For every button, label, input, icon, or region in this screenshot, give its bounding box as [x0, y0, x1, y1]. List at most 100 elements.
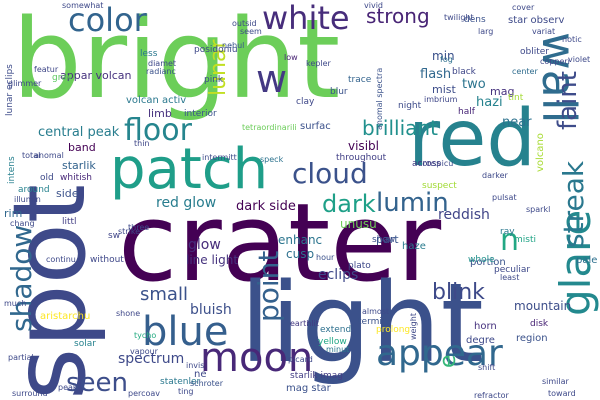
- word-w: w: [256, 57, 288, 101]
- word-n: n: [500, 223, 520, 258]
- word-moon: moon: [200, 335, 314, 381]
- word-without: without: [90, 255, 124, 265]
- word-picard: picard: [288, 355, 313, 364]
- word-refractor: refractor: [474, 391, 509, 400]
- word-strong: strong: [366, 4, 430, 28]
- word-mag-star: mag star: [286, 383, 331, 394]
- word-blur: blur: [330, 87, 348, 97]
- word-dark: dark: [322, 190, 376, 218]
- word-side: side: [56, 187, 79, 200]
- word-least: least: [500, 273, 520, 282]
- word-gray: gray: [52, 73, 73, 83]
- word-e: e: [436, 354, 461, 368]
- word-mountain: mountain: [514, 299, 572, 313]
- word-visibl: visibl: [348, 139, 379, 153]
- word-percoav: percoav: [128, 389, 161, 398]
- word-sw: sw: [108, 231, 121, 241]
- word-thin: thin: [134, 139, 150, 148]
- word-shone: shone: [116, 309, 141, 318]
- word-nebul: nebul: [222, 41, 245, 50]
- word-tint: tint: [508, 93, 524, 103]
- word-extend: extend: [320, 325, 352, 335]
- word-shift: shift: [478, 363, 496, 372]
- word-less: less: [140, 49, 158, 59]
- word-minut: minut: [326, 345, 350, 354]
- word-cusp: cusp: [286, 247, 315, 261]
- word-volcano: volcano: [535, 133, 546, 172]
- word-seem: seem: [240, 27, 262, 36]
- word-vapour: vapour: [130, 347, 158, 356]
- word-mag: mag: [490, 85, 515, 98]
- word-imbrium: imbrium: [424, 95, 458, 104]
- word-conspicu: conspicu: [418, 159, 454, 168]
- word-red: red: [408, 94, 536, 184]
- word-star-observ: star observ: [508, 15, 565, 26]
- word-chang: chang: [10, 219, 35, 228]
- word-whitish: whitish: [60, 173, 92, 183]
- word-much: much: [4, 299, 27, 308]
- word-reddish: reddish: [438, 207, 490, 223]
- word-degre: degre: [466, 335, 495, 346]
- word-plato: plato: [348, 261, 371, 271]
- word-eclips: eclips: [318, 267, 359, 283]
- word-patch: patch: [110, 137, 269, 202]
- word-speck: speck: [260, 155, 284, 164]
- word-statenler: statenler: [160, 377, 201, 387]
- word-illumin: illumin: [14, 195, 41, 204]
- word-streak: streak: [557, 160, 590, 248]
- word-whole: whole: [468, 255, 495, 265]
- word-ne: ne: [194, 369, 207, 380]
- word-half: half: [458, 107, 475, 117]
- word-surround: surround: [12, 389, 48, 398]
- word-lumin: lumin: [376, 188, 449, 218]
- word-bluish: bluish: [190, 302, 232, 318]
- word-invis: invis: [186, 361, 205, 370]
- word-pale: pale: [576, 255, 598, 266]
- word-fog: fog: [440, 55, 453, 64]
- word-vivid: vivid: [364, 1, 383, 10]
- word-throughout: throughout: [336, 153, 387, 163]
- word-darker: darker: [482, 171, 508, 180]
- word-night: night: [398, 101, 422, 111]
- word-center: center: [512, 67, 538, 76]
- word-dark-side: dark side: [236, 199, 296, 214]
- word-continu: continu: [46, 255, 76, 264]
- word-three: three: [128, 223, 150, 232]
- word-min: min: [432, 49, 455, 63]
- word-brilliant: brilliant: [362, 116, 438, 140]
- word-central-peak: central peak: [38, 125, 120, 140]
- word-volcan-activ: volcan activ: [126, 95, 187, 106]
- word-color: color: [68, 1, 147, 39]
- word-ray: ray: [500, 227, 515, 237]
- word-outsid: outsid: [232, 19, 257, 28]
- word-tetraordinarili: tetraordinarili: [242, 123, 297, 132]
- word-misti: misti: [514, 235, 536, 245]
- word-copperi: copperi: [540, 57, 570, 66]
- word-around: around: [18, 185, 50, 195]
- word-two: two: [462, 77, 486, 92]
- word-region: region: [516, 333, 548, 344]
- word-glimmer: glimmer: [8, 79, 42, 88]
- word-band: band: [68, 141, 96, 154]
- word-tycho: tycho: [134, 331, 157, 340]
- word-trace: trace: [348, 75, 372, 85]
- word-posidoniu: posidoniu: [194, 45, 238, 55]
- word-seen: seen: [66, 368, 129, 398]
- word-peculiar: peculiar: [494, 265, 531, 275]
- word-limb: limb: [148, 107, 172, 120]
- word-intermitt: intermitt: [202, 153, 237, 162]
- word-floor: floor: [124, 113, 192, 148]
- word-line-light: line light: [186, 253, 239, 267]
- word-bright: bright: [12, 0, 341, 123]
- word-earthlit: earthlit: [290, 319, 319, 328]
- word-disk: disk: [530, 319, 549, 329]
- word-horn: horn: [474, 321, 497, 332]
- word-low: low: [284, 53, 298, 62]
- word-light: light: [240, 259, 484, 387]
- word-interior: interior: [184, 109, 217, 119]
- word-termin: termin: [358, 317, 388, 327]
- word-across: across: [412, 159, 441, 169]
- word-obliter: obliter: [520, 47, 549, 57]
- word-diamet: diamet: [148, 59, 177, 68]
